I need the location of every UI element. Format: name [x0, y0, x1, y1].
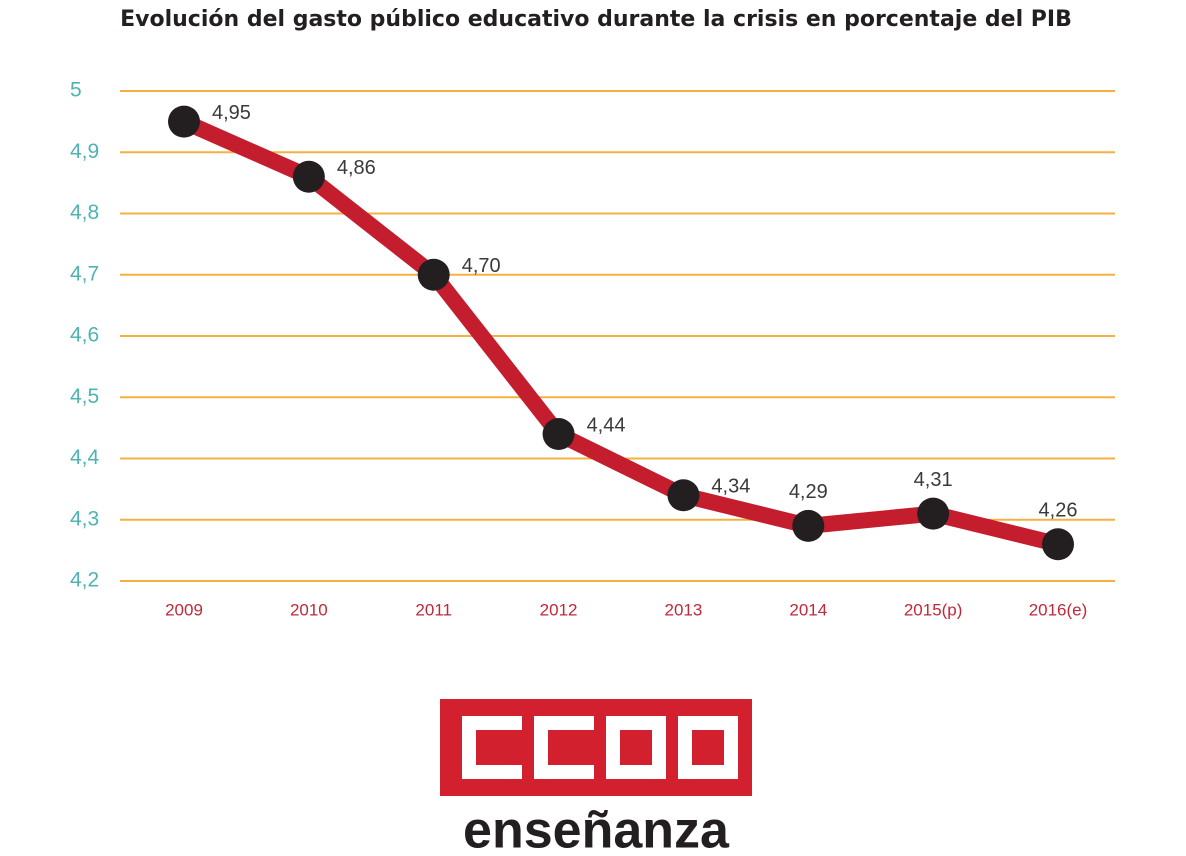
- y-tick-label: 4,8: [70, 201, 99, 224]
- logo-letter-gap: [548, 730, 594, 765]
- y-tick-label: 4,5: [70, 385, 99, 408]
- chart-title: Evolución del gasto público educativo du…: [120, 7, 1072, 32]
- logo-text: enseñanza: [463, 802, 730, 856]
- x-tick-label: 2009: [165, 600, 203, 619]
- logo-letter-gap: [476, 730, 522, 765]
- data-label: 4,95: [212, 102, 251, 124]
- data-label: 4,86: [337, 157, 376, 179]
- y-tick-label: 4,2: [70, 569, 99, 592]
- logo: enseñanza: [440, 699, 752, 856]
- data-point: [792, 509, 825, 542]
- x-tick-label: 2011: [415, 600, 452, 619]
- data-line: [180, 114, 1060, 553]
- data-point: [292, 160, 325, 193]
- data-label: 4,34: [711, 476, 750, 498]
- data-point: [917, 497, 950, 530]
- data-point: [1042, 528, 1074, 561]
- y-tick-label: 4,4: [70, 446, 100, 469]
- y-tick-label: 4,7: [70, 262, 99, 285]
- logo-letter-hole: [692, 730, 724, 765]
- x-tick-label: 2014: [789, 600, 827, 619]
- x-tick-label: 2013: [665, 600, 703, 619]
- x-tick-label: 2016(e): [1029, 600, 1088, 619]
- y-tick-label: 4,3: [70, 507, 99, 530]
- x-tick-label: 2012: [540, 600, 578, 619]
- data-point: [417, 258, 450, 291]
- data-label: 4,44: [587, 414, 626, 436]
- y-tick-label: 4,6: [70, 324, 99, 347]
- logo-letter-hole: [620, 730, 652, 765]
- data-point: [667, 479, 700, 512]
- y-tick-label: 4,9: [70, 140, 99, 163]
- data-label: 4,31: [914, 469, 953, 491]
- data-label: 4,70: [462, 255, 501, 277]
- data-point: [542, 418, 575, 450]
- data-label: 4,26: [1039, 500, 1078, 522]
- y-tick-label: 5: [70, 79, 82, 102]
- x-tick-label: 2010: [290, 600, 328, 619]
- x-tick-label: 2015(p): [904, 600, 963, 619]
- data-label: 4,29: [789, 481, 828, 503]
- data-point: [168, 105, 200, 138]
